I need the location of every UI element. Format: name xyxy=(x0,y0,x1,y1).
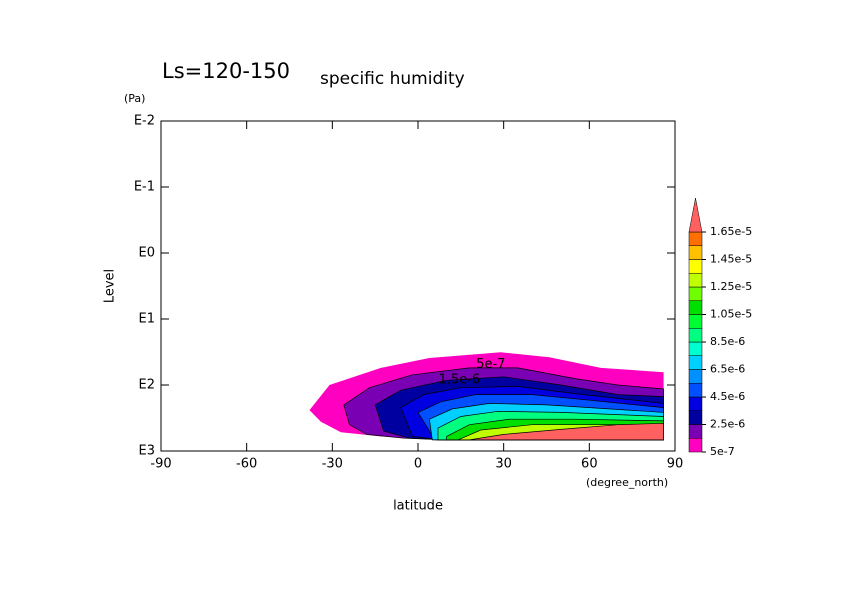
x-tick-label: 90 xyxy=(667,457,684,472)
colorbar-label: 1.65e-5 xyxy=(710,225,752,238)
colorbar-band xyxy=(688,341,703,356)
colorbar-label: 5e-7 xyxy=(710,445,735,458)
y-tick-label: E0 xyxy=(139,246,156,261)
colorbar-band xyxy=(688,383,703,398)
colorbar-band xyxy=(688,438,703,453)
colorbar-band xyxy=(688,300,703,315)
colorbar-band xyxy=(688,424,703,439)
x-tick-label: -90 xyxy=(150,457,171,472)
colorbar-label: 1.05e-5 xyxy=(710,308,752,321)
y-tick-label: E1 xyxy=(139,312,156,327)
colorbar-band xyxy=(688,328,703,343)
colorbar-label: 4.5e-6 xyxy=(710,390,745,403)
colorbar-band xyxy=(688,259,703,274)
y-tick-label: E3 xyxy=(139,444,156,459)
contour-label: 1.5e-6 xyxy=(439,372,481,387)
x-tick-label: 60 xyxy=(581,457,598,472)
colorbar-band xyxy=(688,410,703,425)
y-axis-label: Level xyxy=(103,269,118,303)
x-axis-label: latitude xyxy=(393,499,443,514)
colorbar-label: 1.45e-5 xyxy=(710,253,752,266)
chart-subtitle: specific humidity xyxy=(320,69,465,89)
colorbar-band xyxy=(688,396,703,411)
chart-title: Ls=120-150 xyxy=(162,59,290,83)
colorbar-label: 8.5e-6 xyxy=(710,335,745,348)
colorbar-band xyxy=(688,245,703,260)
contour-label: 5e-7 xyxy=(476,357,505,372)
x-tick-label: 0 xyxy=(414,457,422,472)
colorbar-band xyxy=(688,286,703,301)
x-tick-label: -60 xyxy=(236,457,257,472)
contour-region xyxy=(469,422,664,441)
y-tick-label: E2 xyxy=(139,378,156,393)
y-unit: (Pa) xyxy=(124,92,145,105)
x-tick-label: -30 xyxy=(322,457,343,472)
colorbar-band xyxy=(688,355,703,370)
colorbar-label: 1.25e-5 xyxy=(710,280,752,293)
colorbar-label: 2.5e-6 xyxy=(710,418,745,431)
y-tick-label: E-1 xyxy=(134,180,155,195)
colorbar-band xyxy=(688,369,703,384)
colorbar-band xyxy=(688,273,703,288)
colorbar-extension xyxy=(688,197,703,233)
x-unit: (degree_north) xyxy=(586,476,668,489)
colorbar-label: 6.5e-6 xyxy=(710,363,745,376)
colorbar-band xyxy=(688,314,703,329)
x-tick-label: 30 xyxy=(495,457,512,472)
colorbar-band xyxy=(688,231,703,246)
y-tick-label: E-2 xyxy=(134,114,155,129)
